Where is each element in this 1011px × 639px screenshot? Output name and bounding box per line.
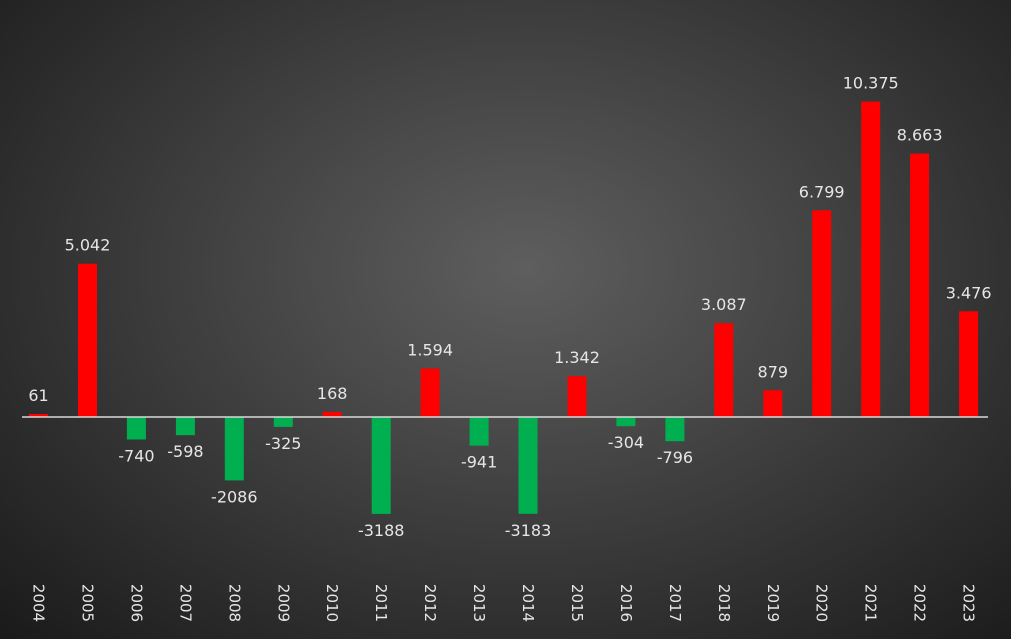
bar-2020 <box>812 210 832 417</box>
x-tick-label-2006: 2006 <box>127 584 145 622</box>
bar-2008 <box>224 417 244 481</box>
value-label-2023: 3.476 <box>946 283 992 302</box>
value-label-2016: -304 <box>608 433 644 452</box>
x-tick-label-2021: 2021 <box>862 584 880 622</box>
x-tick-labels-group: 2004 2005 2006 2007 2008 2009 2010 2011 2012 2013… <box>30 584 978 622</box>
x-tick-label-2020: 2020 <box>813 584 831 622</box>
value-label-2018: 3.087 <box>701 295 747 314</box>
x-tick-label-2014: 2014 <box>519 584 537 622</box>
x-tick-label-2012: 2012 <box>421 584 439 622</box>
x-tick-label-2007: 2007 <box>176 584 194 622</box>
value-label-2006: -740 <box>118 447 154 466</box>
value-label-2004: 61 <box>28 386 48 405</box>
x-tick-label-2019: 2019 <box>764 584 782 622</box>
bar-2006 <box>126 417 146 440</box>
x-tick-label-2016: 2016 <box>617 584 635 622</box>
value-label-2010: 168 <box>317 384 348 403</box>
value-label-2015: 1.342 <box>554 348 600 367</box>
value-label-2021: 10.375 <box>843 74 899 93</box>
bar-2015 <box>567 376 587 417</box>
x-tick-label-2005: 2005 <box>79 584 97 622</box>
bar-2018 <box>714 323 734 417</box>
value-label-2017: -796 <box>657 448 693 467</box>
x-tick-label-2015: 2015 <box>568 584 586 622</box>
value-label-2019: 879 <box>758 362 789 381</box>
value-label-2012: 1.594 <box>407 341 453 360</box>
bar-2007 <box>175 417 195 436</box>
x-tick-label-2017: 2017 <box>666 584 684 622</box>
x-tick-label-2009: 2009 <box>274 584 292 622</box>
value-label-2013: -941 <box>461 453 497 472</box>
bar-2010 <box>322 411 342 417</box>
bar-2012 <box>420 368 440 417</box>
bar-2019 <box>763 390 783 417</box>
value-label-2020: 6.799 <box>799 182 845 201</box>
bar-2022 <box>910 153 930 417</box>
bar-2005 <box>78 263 97 417</box>
value-label-2009: -325 <box>265 434 301 453</box>
value-label-2005: 5.042 <box>65 236 111 255</box>
bar-2017 <box>665 417 685 442</box>
value-label-2014: -3183 <box>505 521 552 540</box>
value-label-2007: -598 <box>167 442 203 461</box>
x-tick-label-2008: 2008 <box>225 584 243 622</box>
bar-2004 <box>29 414 48 417</box>
x-tick-label-2011: 2011 <box>372 584 390 622</box>
x-tick-label-2018: 2018 <box>715 584 733 622</box>
value-label-2011: -3188 <box>358 521 405 540</box>
value-label-2022: 8.663 <box>897 126 943 145</box>
value-labels-group: 61 5.042 -740 -598 -2086 -325 168 -3188 1.594 -94… <box>28 74 991 540</box>
bar-2009 <box>273 417 293 427</box>
x-tick-label-2010: 2010 <box>323 584 341 622</box>
bars-group <box>29 101 979 514</box>
bar-2011 <box>371 417 391 514</box>
x-tick-label-2004: 2004 <box>30 584 48 622</box>
x-tick-label-2022: 2022 <box>911 584 929 622</box>
bar-2023 <box>959 311 979 417</box>
value-label-2008: -2086 <box>211 487 258 506</box>
bar-2016 <box>616 417 636 427</box>
bar-2013 <box>469 417 489 446</box>
x-tick-label-2013: 2013 <box>470 584 488 622</box>
bar-2021 <box>861 101 881 417</box>
x-tick-label-2023: 2023 <box>960 584 978 622</box>
bar-2014 <box>518 417 538 514</box>
